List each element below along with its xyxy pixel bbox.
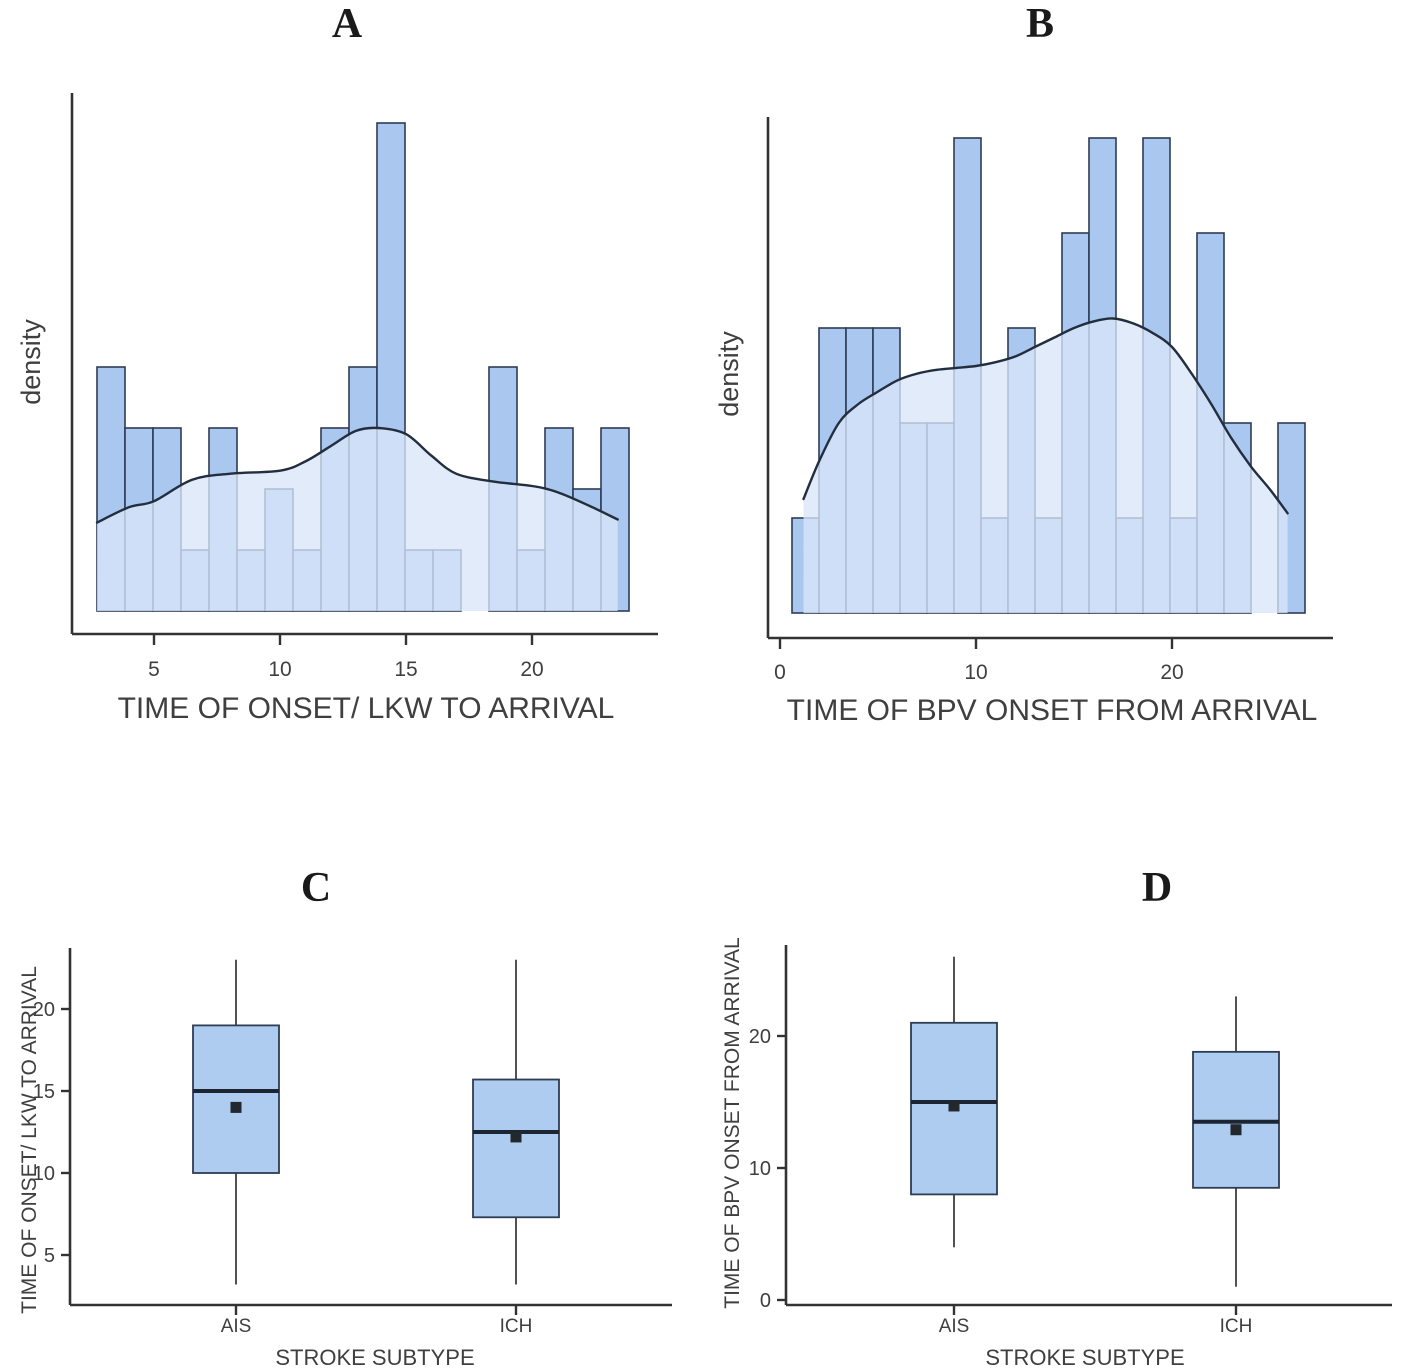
x-axis-title: STROKE SUBTYPE [275,1345,474,1370]
panel-d-boxplot: 0 10 20 AIS ICH D STROKE SUBTYPE TIME OF BPV ON… [721,865,1392,1370]
mean-marker [510,1131,522,1143]
y-axis-title: density [16,319,46,405]
mean-marker [948,1100,960,1112]
panel-b-histogram: 0 10 20 B TIME OF BPV ONSET FROM ARRIVAL dens… [714,1,1333,727]
boxplot-ich [1192,996,1280,1287]
panel-c-boxplot: 5 10 15 20 AIS ICH C STROKE SUBTYPE TIME OF ONSE… [18,865,672,1370]
x-axis-title: TIME OF ONSET/ LKW TO ARRIVAL [118,692,615,725]
density-area [97,427,618,611]
density-curve [802,317,1289,515]
category-label: AIS [221,1316,252,1337]
y-tick-label: 20 [749,1026,771,1048]
x-tick-label: 10 [964,661,987,684]
y-tick-label: 20 [33,999,55,1021]
y-tick-label: 5 [44,1245,55,1267]
panel-a-histogram: 5 10 15 20 A TIME OF ONSET/ LKW TO ARRIVAL den… [16,1,658,725]
y-tick-label: 10 [749,1158,771,1180]
x-tick-label: 20 [520,658,543,681]
panel-title: D [1142,865,1172,911]
y-tick-label: 0 [760,1290,771,1312]
box [192,1024,280,1174]
panel-title: B [1026,1,1054,47]
x-tick-label: 15 [394,658,417,681]
x-axis-title: STROKE SUBTYPE [985,1345,1184,1370]
category-label: ICH [500,1316,533,1337]
boxplot-ais [910,956,998,1248]
x-tick-label: 0 [774,661,786,684]
x-tick-label: 5 [148,658,160,681]
category-label: AIS [939,1316,970,1337]
y-tick-label: 10 [33,1163,55,1185]
x-axis-title: TIME OF BPV ONSET FROM ARRIVAL [787,694,1318,727]
density-curve [95,426,619,524]
mean-marker [230,1101,242,1113]
x-tick-label: 20 [1160,661,1183,684]
y-axis-title: TIME OF BPV ONSET FROM ARRIVAL [721,937,744,1308]
mean-marker [1230,1124,1242,1136]
y-axis-title: density [714,331,744,417]
density-area [803,318,1288,613]
category-label: ICH [1220,1316,1253,1337]
panel-title: C [301,865,331,911]
y-tick-label: 15 [33,1081,55,1103]
box [472,1078,560,1219]
boxplot-ich [472,959,560,1285]
panel-title: A [332,1,363,47]
y-axis-title: TIME OF ONSET/ LKW TO ARRIVAL [18,966,41,1314]
x-tick-label: 10 [268,658,291,681]
boxplot-ais [192,959,280,1285]
